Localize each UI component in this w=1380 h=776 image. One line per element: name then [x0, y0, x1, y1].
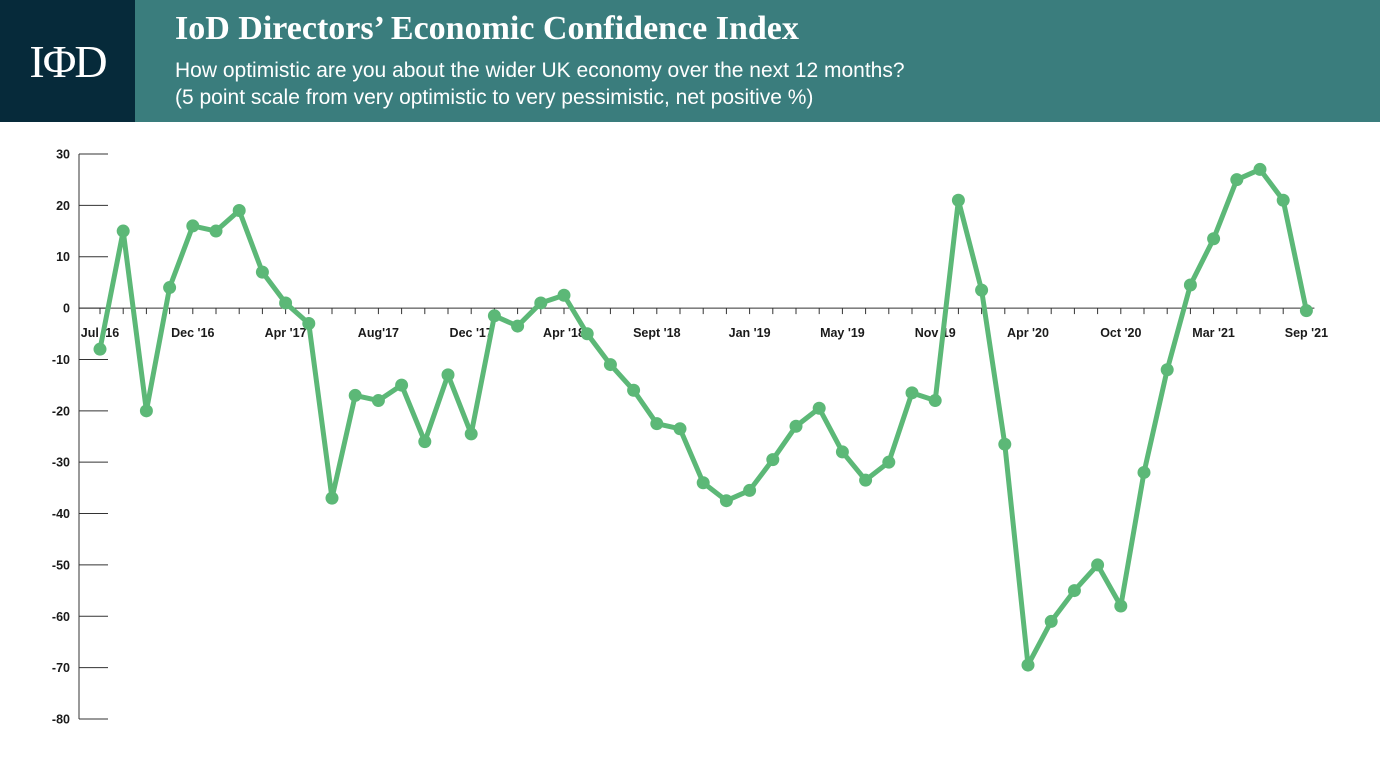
- y-tick-label: -50: [52, 558, 70, 572]
- data-point: [743, 483, 757, 497]
- data-point: [766, 453, 780, 467]
- y-tick-label: -10: [52, 353, 70, 367]
- x-tick-label: Dec '16: [171, 326, 214, 340]
- x-tick-label: Apr '18: [543, 326, 585, 340]
- data-point: [603, 358, 617, 372]
- y-tick-label: -30: [52, 456, 70, 470]
- x-tick-label: Jan '19: [729, 326, 771, 340]
- y-tick-label: 20: [56, 199, 70, 213]
- data-point: [975, 283, 989, 297]
- data-point: [1253, 162, 1267, 176]
- x-tick-label: Sept '18: [633, 326, 680, 340]
- y-tick-label: -70: [52, 661, 70, 675]
- logo-text: IΦD: [29, 35, 107, 87]
- data-point: [835, 445, 849, 459]
- data-point: [255, 265, 269, 279]
- x-tick-label: Nov 19: [915, 326, 956, 340]
- data-point: [719, 494, 733, 508]
- y-tick-label: -20: [52, 404, 70, 418]
- data-point: [371, 394, 385, 408]
- data-point: [302, 317, 316, 330]
- data-point: [534, 296, 548, 310]
- chart-subtitle-line1: How optimistic are you about the wider U…: [175, 59, 905, 82]
- data-point: [93, 342, 107, 356]
- data-point: [905, 386, 919, 400]
- data-point: [139, 404, 153, 418]
- y-tick-label: 10: [56, 250, 70, 264]
- data-point: [395, 378, 409, 392]
- x-tick-label: Dec '17: [450, 326, 493, 340]
- data-point: [163, 281, 177, 295]
- data-point: [1160, 363, 1174, 377]
- data-point: [859, 473, 873, 487]
- y-tick-label: -60: [52, 610, 70, 624]
- data-point: [487, 309, 501, 323]
- data-point: [1276, 193, 1290, 207]
- data-point: [951, 193, 965, 207]
- y-axis: 30 20 10 0 -10 -20 -30 -40 -50 -60 -70 -80: [52, 148, 108, 727]
- data-point: [464, 427, 478, 441]
- y-tick-label: 0: [63, 302, 70, 316]
- data-point: [186, 219, 200, 233]
- data-point: [116, 224, 130, 238]
- data-point: [348, 388, 362, 402]
- x-tick-label: Aug'17: [358, 326, 399, 340]
- y-tick-label: -40: [52, 507, 70, 521]
- data-point: [441, 368, 455, 382]
- data-point: [279, 296, 293, 310]
- x-axis: Jul '16 Dec '16 Apr '17 Aug'17 Dec '17 Apr '1…: [79, 307, 1328, 340]
- data-point: [696, 476, 710, 490]
- y-tick-label: 30: [56, 148, 70, 162]
- data-point: [232, 204, 246, 217]
- chart-title: IoD Directors’ Economic Confidence Index: [175, 10, 799, 47]
- y-tick-label: -80: [52, 713, 70, 727]
- data-point: [627, 383, 641, 397]
- data-point: [580, 327, 594, 341]
- x-tick-label: Jul '16: [81, 326, 119, 340]
- data-point: [1067, 584, 1081, 598]
- data-point: [673, 422, 687, 436]
- x-tick-label: Mar '21: [1192, 326, 1235, 340]
- data-point: [1183, 278, 1197, 292]
- data-point: [1207, 232, 1221, 246]
- data-point: [325, 491, 339, 505]
- data-point: [789, 419, 803, 433]
- data-point: [1230, 173, 1244, 187]
- data-point: [511, 319, 525, 333]
- line-chart: 30 20 10 0 -10 -20 -30 -40 -50 -60 -70 -80 Jul '16 D…: [52, 148, 1328, 727]
- data-point: [1044, 614, 1058, 628]
- x-tick-label: Oct '20: [1100, 326, 1141, 340]
- x-tick-label: Sep '21: [1285, 326, 1328, 340]
- data-point: [1021, 658, 1035, 672]
- data-point: [882, 455, 896, 469]
- data-point: [812, 401, 826, 415]
- series-group: [93, 162, 1313, 672]
- data-point: [209, 224, 223, 238]
- data-point: [418, 435, 432, 449]
- x-tick-label: Apr '17: [265, 326, 307, 340]
- data-point: [650, 417, 664, 431]
- data-point: [1137, 465, 1151, 479]
- iod-logo: IΦD: [0, 0, 135, 122]
- series-line: [97, 166, 1309, 668]
- x-tick-label: May '19: [820, 326, 865, 340]
- data-point: [557, 288, 571, 302]
- data-point: [1091, 558, 1105, 572]
- chart-subtitle-line2: (5 point scale from very optimistic to v…: [175, 86, 814, 109]
- x-tick-label: Apr '20: [1007, 326, 1049, 340]
- data-point: [1299, 304, 1313, 318]
- header-banner: IΦD IoD Directors’ Economic Confidence I…: [0, 0, 1380, 122]
- data-point: [998, 437, 1012, 451]
- data-point: [928, 394, 942, 408]
- data-point: [1114, 599, 1128, 613]
